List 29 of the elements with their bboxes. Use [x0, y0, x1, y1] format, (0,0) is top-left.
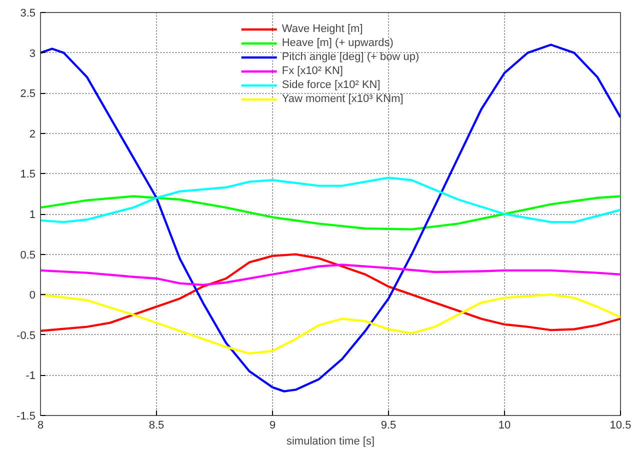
x-tick-label: 8 — [37, 420, 44, 432]
line-series — [40, 195, 620, 230]
legend-label: Heave [m] (+ upwards) — [282, 36, 394, 50]
line-series — [40, 253, 620, 332]
y-tick-label: -1.5 — [16, 410, 36, 422]
y-tick-label: 1.5 — [20, 168, 36, 181]
y-tick-label: 1 — [29, 209, 36, 221]
y-tick-label: -1 — [26, 370, 36, 382]
line-series — [40, 264, 620, 286]
y-tick-label: 0 — [29, 290, 36, 302]
legend-label: Pitch angle [deg] (+ bow up) — [282, 50, 420, 64]
x-tick-label: 8.5 — [148, 420, 164, 432]
legend-label: Yaw moment [x10³ KNm] — [282, 92, 404, 106]
y-tick-label: 2 — [29, 128, 36, 140]
line-series — [40, 294, 620, 355]
x-axis-title: simulation time [s] — [286, 436, 375, 448]
legend-label: Fx [x10² KN] — [282, 64, 343, 78]
x-tick-label: 9 — [269, 420, 276, 432]
line-series — [40, 176, 620, 224]
y-tick-label: 2.5 — [20, 88, 36, 100]
x-tick-label: 9.5 — [380, 420, 396, 432]
x-tick-label: 10.5 — [610, 420, 632, 432]
x-tick-label: 10 — [498, 420, 511, 432]
y-tick-label: -0.5 — [16, 330, 36, 342]
y-tick-label: 3.5 — [20, 8, 36, 20]
y-tick-label: 0.5 — [20, 249, 36, 262]
legend-label: Wave Height [m] — [282, 22, 363, 36]
legend-label: Side force [x10² KN] — [282, 78, 380, 92]
y-tick-label: 3 — [29, 48, 36, 60]
